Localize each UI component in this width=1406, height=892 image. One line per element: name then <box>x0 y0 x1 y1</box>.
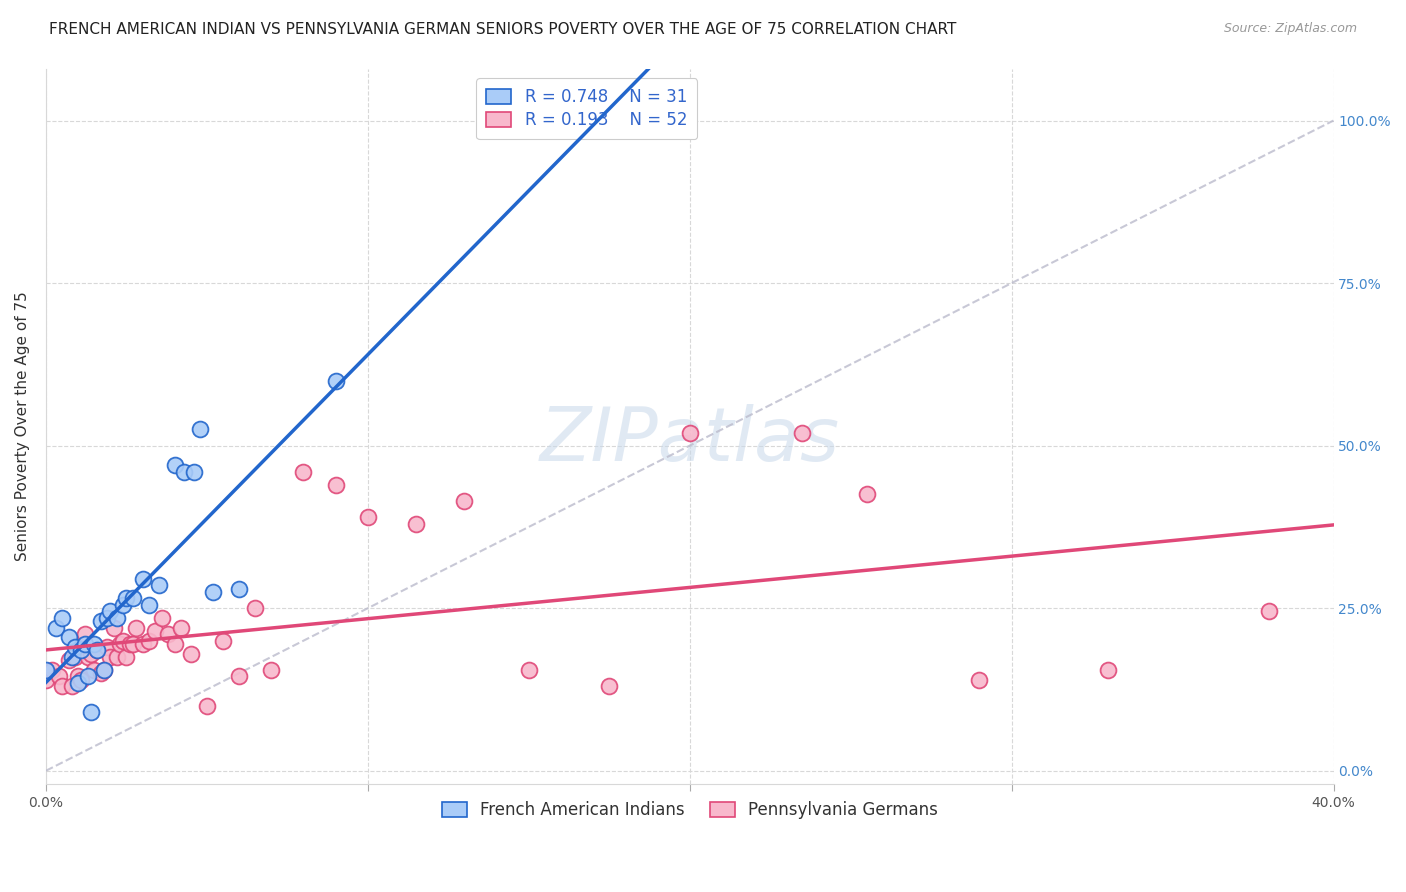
Point <box>228 669 250 683</box>
Point <box>405 516 427 531</box>
Point <box>855 487 877 501</box>
Point <box>96 640 118 655</box>
Point <box>228 582 250 596</box>
Point <box>48 669 70 683</box>
Point <box>108 637 131 651</box>
Point <box>122 637 145 651</box>
Point <box>138 598 160 612</box>
Point <box>212 633 235 648</box>
Point <box>148 578 170 592</box>
Point <box>173 465 195 479</box>
Point <box>41 663 63 677</box>
Point <box>163 637 186 651</box>
Point <box>183 465 205 479</box>
Point <box>453 494 475 508</box>
Point <box>80 647 103 661</box>
Point <box>792 425 814 440</box>
Point <box>83 663 105 677</box>
Point <box>170 621 193 635</box>
Point <box>90 666 112 681</box>
Point <box>105 611 128 625</box>
Point <box>517 663 540 677</box>
Point <box>245 601 267 615</box>
Point <box>190 422 212 436</box>
Point <box>115 649 138 664</box>
Point <box>98 604 121 618</box>
Point <box>679 425 702 440</box>
Point <box>60 649 83 664</box>
Point <box>67 676 90 690</box>
Text: Source: ZipAtlas.com: Source: ZipAtlas.com <box>1223 22 1357 36</box>
Point <box>83 637 105 651</box>
Point <box>80 705 103 719</box>
Point <box>357 510 380 524</box>
Point <box>145 624 167 638</box>
Point <box>96 611 118 625</box>
Point <box>67 669 90 683</box>
Legend: French American Indians, Pennsylvania Germans: French American Indians, Pennsylvania Ge… <box>434 794 945 825</box>
Point <box>45 621 67 635</box>
Point <box>51 611 73 625</box>
Point <box>103 621 125 635</box>
Point <box>105 649 128 664</box>
Point <box>93 663 115 677</box>
Point <box>35 673 58 687</box>
Point <box>598 679 620 693</box>
Point <box>150 611 173 625</box>
Point <box>260 663 283 677</box>
Point <box>122 591 145 606</box>
Point <box>70 643 93 657</box>
Point <box>76 669 98 683</box>
Point <box>125 621 148 635</box>
Point <box>70 673 93 687</box>
Point <box>118 637 141 651</box>
Point <box>180 647 202 661</box>
Point <box>115 591 138 606</box>
Point <box>112 598 135 612</box>
Point <box>60 679 83 693</box>
Point <box>73 627 96 641</box>
Point <box>58 631 80 645</box>
Y-axis label: Seniors Poverty Over the Age of 75: Seniors Poverty Over the Age of 75 <box>15 292 30 561</box>
Point <box>86 643 108 657</box>
Point <box>195 698 218 713</box>
Point <box>292 465 315 479</box>
Point <box>73 637 96 651</box>
Point <box>90 614 112 628</box>
Point <box>112 633 135 648</box>
Point <box>325 477 347 491</box>
Text: FRENCH AMERICAN INDIAN VS PENNSYLVANIA GERMAN SENIORS POVERTY OVER THE AGE OF 75: FRENCH AMERICAN INDIAN VS PENNSYLVANIA G… <box>49 22 956 37</box>
Point <box>325 374 347 388</box>
Point <box>1258 604 1281 618</box>
Point <box>202 585 225 599</box>
Point <box>969 673 991 687</box>
Point <box>58 653 80 667</box>
Point <box>1097 663 1119 677</box>
Point <box>63 649 86 664</box>
Point <box>93 663 115 677</box>
Point <box>63 640 86 655</box>
Point <box>163 458 186 472</box>
Point <box>76 649 98 664</box>
Text: ZIPatlas: ZIPatlas <box>540 404 839 476</box>
Point <box>35 663 58 677</box>
Point <box>51 679 73 693</box>
Point <box>86 643 108 657</box>
Point <box>131 572 153 586</box>
Point <box>138 633 160 648</box>
Point <box>131 637 153 651</box>
Point <box>157 627 180 641</box>
Point <box>98 649 121 664</box>
